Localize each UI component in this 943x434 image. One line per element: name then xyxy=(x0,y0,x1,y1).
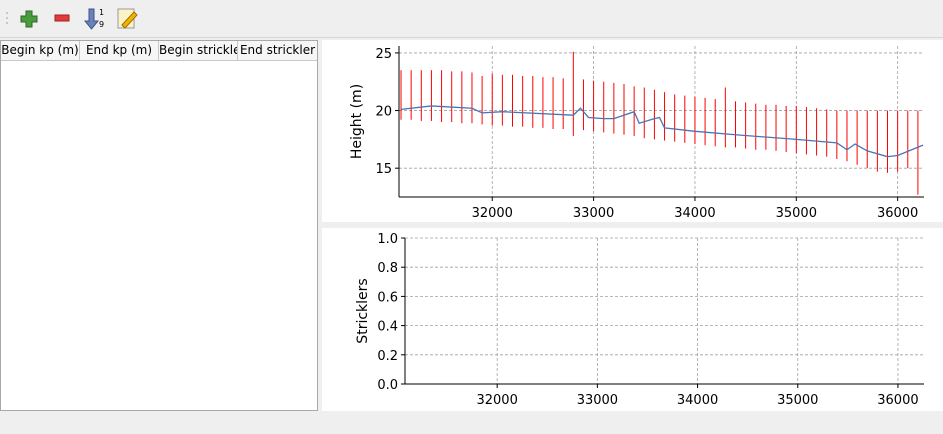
x-tick-label: 34000 xyxy=(677,393,718,408)
x-tick-label: 33000 xyxy=(577,393,618,408)
y-axis-label: Stricklers xyxy=(355,278,371,343)
figure-background xyxy=(322,40,943,222)
column-header[interactable]: End kp (m) xyxy=(80,41,159,61)
x-tick-label: 36000 xyxy=(877,206,918,221)
x-tick-label: 32000 xyxy=(472,206,513,221)
svg-text:9: 9 xyxy=(99,20,104,29)
x-tick-label: 32000 xyxy=(476,393,517,408)
figure-background xyxy=(322,228,943,411)
y-tick-label: 0.6 xyxy=(377,290,398,305)
x-tick-label: 35000 xyxy=(776,206,817,221)
y-tick-label: 25 xyxy=(375,47,392,62)
y-axis-label: Height (m) xyxy=(349,84,365,159)
series-line xyxy=(400,105,924,158)
x-tick-label: 36000 xyxy=(877,393,918,408)
column-header[interactable]: Begin strickler xyxy=(159,41,238,61)
y-tick-label: 0.8 xyxy=(377,261,398,276)
x-tick-label: 35000 xyxy=(777,393,818,408)
column-header[interactable]: Begin kp (m) xyxy=(1,41,80,61)
sort-button[interactable]: 19 xyxy=(83,8,104,30)
edit-button[interactable] xyxy=(117,8,138,29)
y-tick-label: 0.4 xyxy=(377,320,398,335)
y-tick-label: 0.2 xyxy=(377,349,398,364)
y-tick-label: 1.0 xyxy=(377,232,398,247)
column-header[interactable]: End strickler xyxy=(238,41,317,61)
y-tick-label: 15 xyxy=(375,162,392,177)
y-tick-label: 0.0 xyxy=(377,378,398,393)
y-tick-label: 20 xyxy=(375,105,392,120)
x-tick-label: 34000 xyxy=(674,206,715,221)
toolbar-icons: 19 xyxy=(6,8,138,30)
table: Begin kp (m) End kp (m) Begin strickler … xyxy=(0,40,318,411)
add-button[interactable] xyxy=(20,10,38,28)
dots xyxy=(6,12,8,24)
remove-button[interactable] xyxy=(54,14,70,22)
svg-text:1: 1 xyxy=(99,8,104,17)
x-tick-label: 33000 xyxy=(573,206,614,221)
plots: 15 20 25 32000 33000 34000 35000 36000 Height (m… xyxy=(322,40,943,411)
